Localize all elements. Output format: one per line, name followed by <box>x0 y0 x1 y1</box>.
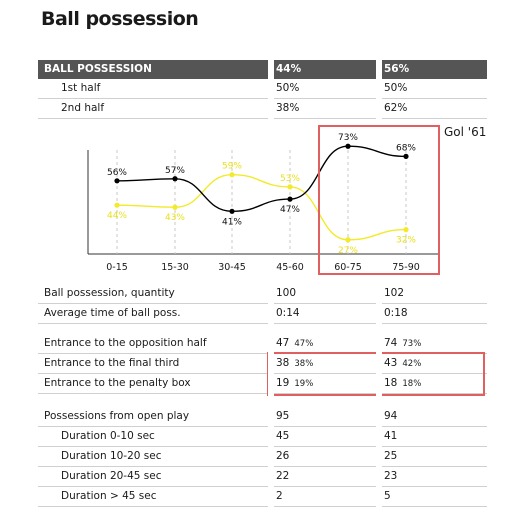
data-point-yellow <box>229 172 235 178</box>
row-label: 2nd half <box>61 102 105 114</box>
data-label-black: 47% <box>280 205 300 215</box>
column-separator <box>376 60 382 120</box>
team1-value: 47 <box>276 337 290 349</box>
x-tick-label: 75-90 <box>392 262 420 273</box>
column-separator <box>268 60 274 120</box>
team2-percent: 18% <box>402 379 422 389</box>
data-point-yellow <box>403 227 409 233</box>
team1-value: 95 <box>276 410 290 422</box>
row-label: Duration 0-10 sec <box>61 430 155 442</box>
team1-value: 22 <box>276 470 290 482</box>
team1-value: 0:14 <box>276 307 300 319</box>
table-header <box>38 60 487 79</box>
column-separator <box>268 284 274 514</box>
team1-value: 38% <box>276 102 300 114</box>
row-label: Entrance to the penalty box <box>44 377 191 389</box>
page-title: Ball possession <box>41 8 199 30</box>
table-row: 1st half 50% 50% <box>38 79 487 99</box>
team1-value: 26 <box>276 450 290 462</box>
team2-value: 74 <box>384 337 398 349</box>
row-label: Average time of ball poss. <box>44 307 181 319</box>
data-point-black <box>403 153 409 159</box>
header-team2: 56% <box>384 63 410 75</box>
team2-value: 25 <box>384 450 398 462</box>
table-row: Average time of ball poss. 0:14 0:18 <box>38 304 487 324</box>
team2-percent: 73% <box>402 339 422 349</box>
x-tick-label: 30-45 <box>218 262 246 273</box>
data-label-yellow: 44% <box>107 211 127 221</box>
goal-annotation: Gol '61 <box>444 125 487 139</box>
row-label: 1st half <box>61 82 101 94</box>
team1-percent: 19% <box>294 379 314 389</box>
data-label-black: 57% <box>165 166 185 176</box>
data-label-yellow: 27% <box>338 246 358 256</box>
team1-value: 45 <box>276 430 290 442</box>
team1-percent: 47% <box>294 339 314 349</box>
table-row: Duration 20-45 sec 22 23 <box>38 467 487 487</box>
data-label-black: 68% <box>396 143 416 153</box>
team1-value: 2 <box>276 490 283 502</box>
team2-percent: 42% <box>402 359 422 369</box>
data-label-yellow: 43% <box>165 213 185 223</box>
row-label: Possessions from open play <box>44 410 190 422</box>
team2-value: 43 <box>384 357 398 369</box>
row-label: Entrance to the final third <box>44 357 180 369</box>
team2-value: 102 <box>384 287 405 299</box>
data-point-black <box>172 176 178 182</box>
row-label: Ball possession, quantity <box>44 287 175 299</box>
team1-value: 38 <box>276 357 290 369</box>
x-tick-label: 0-15 <box>106 262 128 273</box>
table-row: Entrance to the penalty box 19 19% 18 18% <box>38 374 487 394</box>
table-row: Duration 0-10 sec 45 41 <box>38 427 487 447</box>
team1-value: 19 <box>276 377 290 389</box>
team2-value: 94 <box>384 410 398 422</box>
row-label: Duration 10-20 sec <box>61 450 162 462</box>
team2-value: 62% <box>384 102 408 114</box>
row-label: Entrance to the opposition half <box>44 337 207 349</box>
table-row: Possessions from open play 95 94 <box>38 407 487 427</box>
team2-value: 5 <box>384 490 391 502</box>
data-point-black <box>287 196 293 202</box>
column-separator <box>376 284 382 514</box>
data-label-yellow: 32% <box>396 236 416 246</box>
data-point-black <box>345 143 351 149</box>
team2-value: 23 <box>384 470 398 482</box>
table-row: Entrance to the final third 38 38% 43 42% <box>38 354 487 374</box>
team2-value: 50% <box>384 82 408 94</box>
x-tick-label: 60-75 <box>334 262 362 273</box>
header-team1: 44% <box>276 63 302 75</box>
data-label-black: 56% <box>107 168 127 178</box>
team2-value: 0:18 <box>384 307 408 319</box>
header-label: BALL POSSESSION <box>44 63 152 75</box>
team1-value: 100 <box>276 287 297 299</box>
table-row: Ball possession, quantity 100 102 <box>38 284 487 304</box>
data-label-black: 73% <box>338 133 358 143</box>
table-row: Duration > 45 sec 2 5 <box>38 487 487 507</box>
data-label-black: 41% <box>222 217 242 227</box>
table-row: Duration 10-20 sec 26 25 <box>38 447 487 467</box>
data-point-yellow <box>345 237 351 243</box>
row-label: Duration 20-45 sec <box>61 470 162 482</box>
team1-percent: 38% <box>294 359 314 369</box>
x-tick-label: 45-60 <box>276 262 304 273</box>
data-point-black <box>114 178 120 184</box>
data-label-yellow: 53% <box>280 174 300 184</box>
data-point-yellow <box>114 202 120 208</box>
table-row: Entrance to the opposition half 47 47% 74… <box>38 334 487 354</box>
team2-value: 41 <box>384 430 398 442</box>
data-point-black <box>229 208 235 214</box>
data-point-yellow <box>172 204 178 210</box>
data-label-yellow: 59% <box>222 162 242 172</box>
row-label: Duration > 45 sec <box>61 490 157 502</box>
team2-value: 18 <box>384 377 398 389</box>
data-point-yellow <box>287 184 293 190</box>
team1-value: 50% <box>276 82 300 94</box>
x-tick-label: 15-30 <box>161 262 189 273</box>
table-row: 2nd half 38% 62% <box>38 99 487 119</box>
highlight-box <box>318 125 440 275</box>
